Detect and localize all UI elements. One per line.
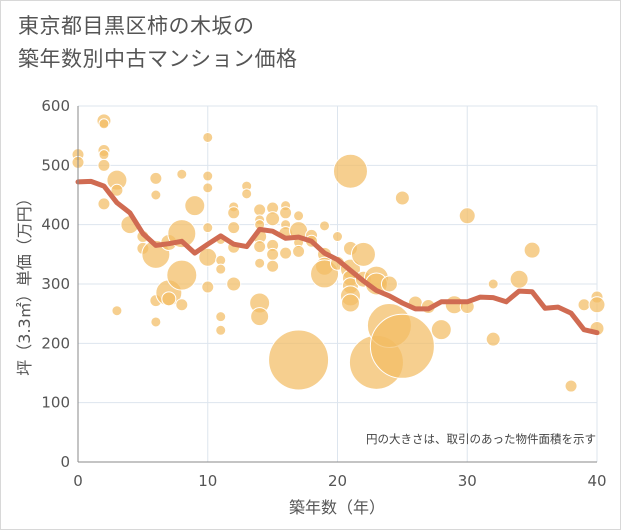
x-tick-label: 20 bbox=[328, 472, 347, 490]
data-bubble bbox=[380, 275, 398, 293]
data-bubble bbox=[430, 319, 452, 341]
y-tick-label: 500 bbox=[41, 156, 70, 174]
data-bubble bbox=[394, 190, 410, 206]
data-bubble bbox=[227, 221, 241, 235]
data-bubble bbox=[97, 158, 111, 172]
data-bubble bbox=[509, 269, 529, 289]
data-bubble bbox=[202, 170, 214, 182]
data-bubble bbox=[523, 241, 541, 259]
data-bubble bbox=[293, 210, 305, 222]
y-tick-label: 300 bbox=[41, 275, 70, 293]
data-bubble bbox=[319, 220, 331, 232]
chart-title-line-2: 築年数別中古マンション価格 bbox=[18, 47, 298, 71]
chart-title-line-1: 東京都目黒区柿の木坂の bbox=[18, 14, 255, 38]
data-bubble bbox=[226, 276, 242, 292]
data-bubble bbox=[150, 189, 162, 201]
data-bubble bbox=[485, 331, 501, 347]
data-bubble bbox=[150, 316, 162, 328]
data-bubble bbox=[98, 118, 110, 130]
data-bubble bbox=[201, 280, 215, 294]
data-bubble bbox=[369, 313, 435, 379]
data-bubble bbox=[266, 247, 280, 261]
data-bubble bbox=[215, 324, 227, 336]
data-bubble bbox=[250, 307, 270, 327]
x-axis-title: 築年数（年） bbox=[289, 498, 385, 517]
data-bubble bbox=[332, 153, 368, 189]
x-tick-label: 10 bbox=[198, 472, 217, 490]
data-bubble bbox=[202, 182, 214, 194]
bubble-size-note: 円の大きさは、取引のあった物件面積を示す bbox=[366, 432, 596, 446]
data-bubble bbox=[487, 278, 499, 290]
data-bubble bbox=[340, 293, 360, 313]
data-bubble bbox=[588, 296, 606, 314]
data-bubble bbox=[241, 188, 253, 200]
data-bubble bbox=[166, 259, 198, 291]
data-bubble bbox=[279, 246, 293, 260]
x-tick-label: 30 bbox=[458, 472, 477, 490]
data-bubble bbox=[175, 298, 189, 312]
data-bubble bbox=[458, 207, 476, 225]
y-tick-label: 0 bbox=[60, 453, 70, 471]
y-tick-label: 600 bbox=[41, 97, 70, 115]
data-bubble bbox=[97, 197, 111, 211]
data-bubble bbox=[111, 305, 123, 317]
data-bubble bbox=[215, 263, 227, 275]
data-bubble bbox=[266, 259, 280, 273]
data-bubble bbox=[149, 171, 163, 185]
y-tick-label: 400 bbox=[41, 216, 70, 234]
x-tick-label: 0 bbox=[73, 472, 83, 490]
bubbles bbox=[71, 113, 606, 393]
data-bubble bbox=[292, 244, 306, 258]
data-bubble bbox=[265, 211, 281, 227]
data-bubble bbox=[279, 206, 293, 220]
data-bubble bbox=[110, 183, 124, 197]
chart-title: 東京都目黒区柿の木坂の 築年数別中古マンション価格 bbox=[18, 10, 298, 76]
y-tick-label: 200 bbox=[41, 334, 70, 352]
y-tick-label: 100 bbox=[41, 394, 70, 412]
trend-line bbox=[75, 178, 600, 336]
data-bubble bbox=[577, 298, 591, 312]
y-axis-title: 坪（3.3㎡）単価（万円） bbox=[15, 190, 34, 375]
data-bubble bbox=[254, 257, 266, 269]
data-bubble bbox=[350, 241, 376, 267]
data-bubble bbox=[253, 203, 267, 217]
data-bubble bbox=[227, 206, 241, 220]
data-bubble bbox=[98, 149, 110, 161]
data-bubble bbox=[202, 131, 214, 143]
data-bubble bbox=[268, 329, 330, 391]
data-bubble bbox=[176, 168, 188, 180]
data-bubble bbox=[184, 195, 206, 217]
data-bubble bbox=[161, 291, 177, 307]
data-bubble bbox=[564, 379, 578, 393]
data-bubble bbox=[215, 311, 227, 323]
data-bubble bbox=[253, 240, 267, 254]
data-bubble bbox=[332, 231, 343, 243]
axes: 0 100 200 300 400 500 600 0 10 20 30 40 bbox=[41, 97, 606, 490]
x-tick-label: 40 bbox=[587, 472, 606, 490]
data-bubble bbox=[202, 222, 214, 234]
